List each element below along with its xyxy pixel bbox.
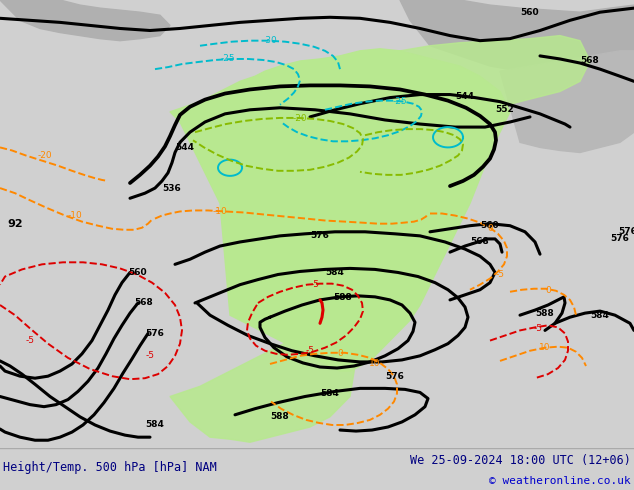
Text: 588: 588 — [536, 309, 554, 318]
Text: 576: 576 — [146, 329, 164, 338]
Text: -5: -5 — [25, 336, 34, 345]
Text: 0: 0 — [487, 224, 493, 233]
Text: 588: 588 — [333, 294, 353, 302]
Text: -5: -5 — [306, 346, 314, 355]
Polygon shape — [170, 330, 355, 442]
Text: -20: -20 — [37, 151, 53, 160]
Text: 10: 10 — [369, 360, 381, 368]
Polygon shape — [400, 36, 590, 112]
Text: 584: 584 — [146, 420, 164, 429]
Text: 92: 92 — [7, 219, 23, 229]
Polygon shape — [500, 51, 634, 152]
Text: 560: 560 — [481, 221, 500, 230]
Text: 576: 576 — [611, 234, 630, 244]
Text: -5: -5 — [145, 351, 155, 360]
Text: -5: -5 — [496, 270, 505, 279]
Text: 568: 568 — [581, 56, 599, 66]
Text: -10: -10 — [212, 207, 228, 216]
Text: -10: -10 — [68, 211, 82, 220]
Text: -25: -25 — [392, 97, 407, 106]
Text: 560: 560 — [129, 268, 147, 277]
Text: -25: -25 — [221, 54, 235, 64]
Text: 0: 0 — [337, 349, 343, 358]
Text: 584: 584 — [326, 268, 344, 277]
Text: 560: 560 — [521, 8, 540, 17]
Polygon shape — [170, 49, 510, 371]
Text: 568: 568 — [134, 298, 153, 307]
Polygon shape — [400, 0, 634, 73]
Text: Height/Temp. 500 hPa [hPa] NAM: Height/Temp. 500 hPa [hPa] NAM — [3, 461, 217, 474]
Text: 584: 584 — [590, 311, 609, 319]
Text: 544: 544 — [455, 92, 474, 101]
Text: 588: 588 — [271, 412, 289, 421]
Text: 576: 576 — [385, 372, 404, 381]
Text: 568: 568 — [470, 238, 489, 246]
Text: 576: 576 — [311, 231, 330, 241]
Text: -30: -30 — [262, 36, 278, 45]
Text: -20: -20 — [293, 115, 307, 123]
Text: 0: 0 — [545, 286, 551, 295]
Text: 584: 584 — [321, 389, 339, 398]
Text: 536: 536 — [163, 184, 181, 193]
Text: -5: -5 — [311, 280, 320, 289]
Text: We 25-09-2024 18:00 UTC (12+06): We 25-09-2024 18:00 UTC (12+06) — [410, 454, 631, 466]
Text: -5: -5 — [533, 324, 543, 333]
Text: © weatheronline.co.uk: © weatheronline.co.uk — [489, 476, 631, 486]
Text: 552: 552 — [496, 105, 514, 114]
Text: 544: 544 — [176, 143, 195, 152]
Text: 576: 576 — [619, 227, 634, 236]
Polygon shape — [0, 0, 170, 41]
Text: 10: 10 — [540, 343, 551, 352]
